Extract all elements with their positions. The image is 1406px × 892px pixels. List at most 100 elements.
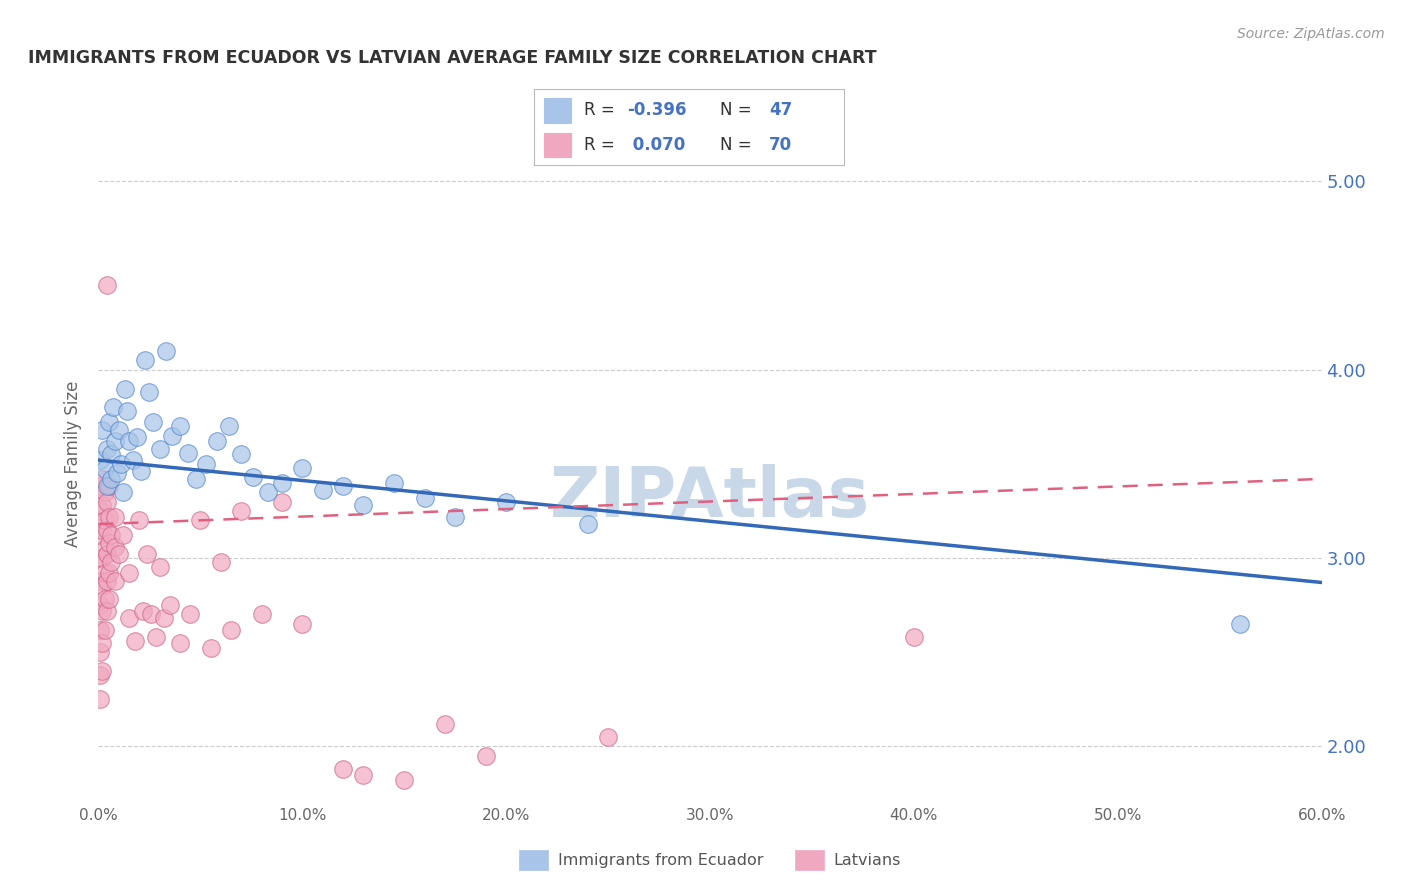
Point [352,767,374,781]
Point [382,475,405,490]
Point [93,566,115,580]
Point [127,430,149,444]
Text: ZIPAtlas: ZIPAtlas [550,464,870,532]
Point [91,636,114,650]
Point [96,479,118,493]
Text: Source: ZipAtlas.com: Source: ZipAtlas.com [1237,27,1385,41]
Point [97,536,120,550]
Point [219,623,242,637]
Point [100,472,122,486]
Point [89,528,111,542]
Point [96,442,118,456]
Point [200,641,222,656]
Point [118,566,141,580]
Point [110,457,132,471]
Point [169,636,191,650]
Point [89,479,111,493]
Point [89,598,111,612]
Point [231,447,253,461]
Point [160,428,183,442]
Point [118,611,141,625]
Point [93,623,115,637]
Point [97,509,120,524]
Point [96,523,118,537]
Point [104,509,127,524]
Point [169,419,191,434]
Point [104,540,127,554]
Point [108,547,131,561]
Point [205,434,228,449]
Point [132,604,155,618]
Point [118,434,141,449]
Text: 0.070: 0.070 [627,136,685,154]
Point [89,645,111,659]
Point [209,555,232,569]
Point [444,509,467,524]
Point [91,472,114,486]
Point [93,592,115,607]
Point [100,447,122,461]
Point [100,528,122,542]
Point [93,541,115,556]
Text: IMMIGRANTS FROM ECUADOR VS LATVIAN AVERAGE FAMILY SIZE CORRELATION CHART: IMMIGRANTS FROM ECUADOR VS LATVIAN AVERA… [28,49,877,67]
Text: N =: N = [720,136,751,154]
Point [91,523,114,537]
Point [242,470,264,484]
Point [598,730,620,744]
Point [97,416,120,430]
Point [96,277,118,292]
Point [115,404,138,418]
Point [96,574,118,588]
Point [111,485,134,500]
Point [89,504,111,518]
Point [100,555,122,569]
Point [89,692,111,706]
Point [576,517,599,532]
Point [91,604,114,618]
Bar [544,133,571,158]
Point [89,667,111,681]
Legend: Immigrants from Ecuador, Latvians: Immigrants from Ecuador, Latvians [513,844,907,876]
Point [291,460,314,475]
Point [152,611,174,625]
Point [179,607,201,622]
Point [332,479,354,493]
Point [149,442,172,456]
Point [413,491,436,505]
Point [392,773,416,788]
Point [91,551,114,566]
Point [177,445,200,459]
Point [97,479,120,493]
Point [141,607,163,622]
Point [96,547,118,561]
Point [159,598,181,612]
Point [96,604,118,618]
Point [111,528,134,542]
Point [188,513,212,527]
Point [332,762,354,776]
Bar [544,98,571,122]
Point [149,560,172,574]
Point [134,353,156,368]
Point [96,494,118,508]
Point [155,343,177,358]
Point [104,434,127,449]
Point [91,664,114,678]
Point [91,579,114,593]
Text: R =: R = [583,102,614,120]
Point [104,574,127,588]
Point [97,566,120,580]
Point [270,475,294,490]
Point [93,513,115,527]
Point [93,462,115,476]
Point [91,498,114,512]
Point [124,633,146,648]
Point [97,592,120,607]
Point [312,483,335,498]
Point [129,464,152,478]
Point [108,423,131,437]
Point [186,472,208,486]
Point [89,623,111,637]
Point [218,419,240,434]
Point [495,494,517,508]
